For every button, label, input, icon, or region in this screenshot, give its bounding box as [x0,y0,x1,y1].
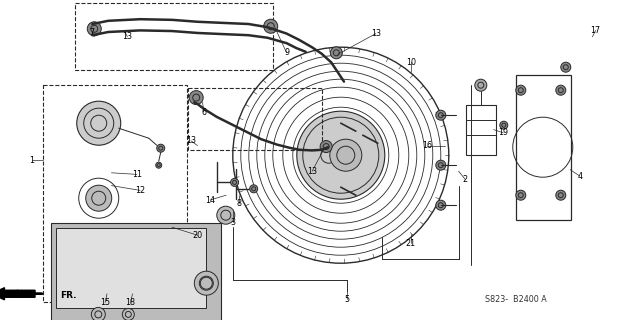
Ellipse shape [561,62,571,72]
Text: 2: 2 [462,175,468,184]
Ellipse shape [516,85,526,95]
Text: FR.: FR. [61,291,77,300]
Ellipse shape [250,185,258,193]
Ellipse shape [264,19,278,33]
Ellipse shape [475,79,487,91]
Text: 19: 19 [498,128,508,137]
FancyArrow shape [0,288,35,300]
Ellipse shape [330,139,362,171]
Bar [466,105,496,155]
Ellipse shape [87,22,101,36]
Text: 12: 12 [135,186,145,195]
Ellipse shape [320,140,332,153]
Ellipse shape [91,308,105,320]
Ellipse shape [556,85,566,95]
Bar [52,223,221,320]
Bar [75,3,273,70]
Ellipse shape [231,179,239,186]
Ellipse shape [217,206,235,224]
Text: 4: 4 [577,172,582,180]
Ellipse shape [556,190,566,200]
Ellipse shape [76,101,121,145]
Text: 14: 14 [205,196,215,204]
Text: 8: 8 [236,199,241,208]
Text: 13: 13 [307,167,317,176]
Ellipse shape [516,190,526,200]
Ellipse shape [436,160,446,170]
Bar [56,228,206,308]
Text: 13: 13 [122,32,132,41]
Text: 18: 18 [125,298,136,307]
Text: 13: 13 [371,29,381,38]
Bar [43,85,187,302]
Ellipse shape [297,111,385,199]
Ellipse shape [436,110,446,120]
Ellipse shape [155,162,162,168]
Ellipse shape [194,271,218,295]
Bar [516,75,571,220]
Text: 3: 3 [230,218,235,227]
Text: 6: 6 [201,108,206,116]
Text: 10: 10 [406,58,416,67]
Ellipse shape [331,47,342,59]
Ellipse shape [436,200,446,210]
Text: 16: 16 [422,141,432,150]
Text: 17: 17 [590,26,601,35]
Text: 9: 9 [284,48,289,57]
Text: 7: 7 [90,28,95,36]
Text: 13: 13 [186,136,196,145]
Text: 1: 1 [29,156,34,164]
Bar [188,88,322,150]
Text: 21: 21 [406,239,416,248]
Text: S823-  B2400 A: S823- B2400 A [485,295,547,304]
Ellipse shape [500,121,508,129]
Ellipse shape [189,91,203,105]
Ellipse shape [86,185,111,211]
Text: 5: 5 [345,295,350,304]
Ellipse shape [157,144,165,152]
Ellipse shape [122,308,134,320]
Text: 15: 15 [100,298,110,307]
Text: 20: 20 [192,231,203,240]
Text: 11: 11 [132,170,142,179]
